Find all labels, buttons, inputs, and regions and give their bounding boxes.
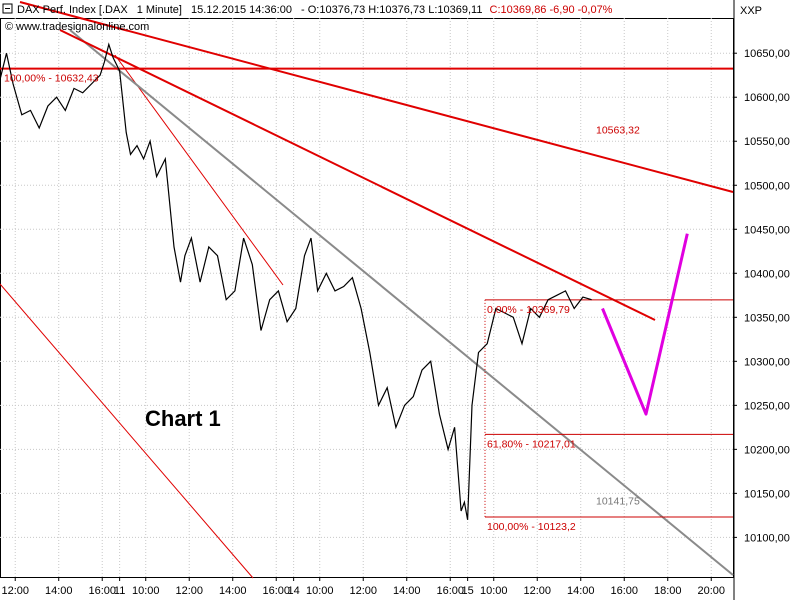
fibonacci-levels[interactable] — [0, 67, 733, 518]
price-axis[interactable]: 10650,00 10600,00 10550,00 10500,00 10450,00… — [733, 48, 790, 544]
grey-downtrend-line[interactable] — [69, 29, 734, 576]
label-61-8: 61,80% - 10217,01 — [487, 438, 576, 450]
x-tick-label: 14:00 — [219, 585, 247, 597]
steep-resistance-trendline[interactable] — [114, 54, 284, 286]
x-tick-label: 12:00 — [1, 585, 29, 597]
y-tick-label: 10350,00 — [744, 312, 790, 324]
trendline-drawings[interactable] — [0, 1, 734, 579]
x-tick-label: 12:00 — [175, 585, 203, 597]
x-tick-label: 14:00 — [45, 585, 73, 597]
y-tick-label: 10600,00 — [744, 92, 790, 104]
y-tick-label: 10650,00 — [744, 48, 790, 60]
x-tick-label: 14:00 — [567, 585, 595, 597]
instrument-name: DAX Perf. Index [.DAX — [17, 4, 128, 16]
y-tick-label: 10550,00 — [744, 136, 790, 148]
y-tick-label: 10100,00 — [744, 532, 790, 544]
svg-text:DAX Perf. Index [.DAX 1: DAX Perf. Index [.DAX 1 Minute] 15.12.20… — [17, 4, 613, 16]
y-tick-label: 10250,00 — [744, 400, 790, 412]
price-series-line — [0, 42, 592, 520]
y-tick-label: 10500,00 — [744, 180, 790, 192]
upper-channel-trendline[interactable] — [19, 1, 734, 193]
y-tick-label: 10150,00 — [744, 488, 790, 500]
x-tick-label: 14:00 — [393, 585, 421, 597]
x-tick-label: 12:00 — [349, 585, 377, 597]
label-grey-trendline-value: 10141,75 — [596, 496, 640, 508]
middle-resistance-trendline[interactable] — [59, 29, 656, 321]
chart-title: Chart 1 — [145, 406, 221, 431]
y-tick-label: 10400,00 — [744, 268, 790, 280]
label-upper-trendline-value: 10563,32 — [596, 125, 640, 137]
x-tick-label: 10:00 — [132, 585, 160, 597]
header-datetime: 15.12.2015 14:36:00 — [191, 4, 292, 16]
y-tick-label: 10200,00 — [744, 444, 790, 456]
y-tick-label: 10300,00 — [744, 356, 790, 368]
x-tick-label: 16:00 — [88, 585, 116, 597]
x-tick-label: 20:00 — [697, 585, 725, 597]
copyright-symbol-icon: © — [5, 21, 13, 33]
label-0: 0,00% - 10369,79 — [487, 304, 570, 316]
x-day-label: 15 — [462, 585, 474, 597]
close-change-values: C:10369,86 -6,90 -0,07% — [490, 4, 613, 16]
x-day-label: 11 — [114, 585, 125, 597]
x-tick-label: 12:00 — [523, 585, 551, 597]
price-axis-unit: XXP — [740, 5, 762, 17]
vertical-gridlines — [14, 18, 712, 577]
label-100-upper: 100,00% - 10632,43 — [4, 73, 99, 85]
lower-channel-trendline[interactable] — [0, 283, 254, 579]
x-tick-label: 10:00 — [480, 585, 508, 597]
chart-header: DAX Perf. Index [.DAX 1 Minute] 15.12.20… — [2, 3, 762, 33]
x-tick-label: 18:00 — [654, 585, 682, 597]
x-tick-label: 16:00 — [436, 585, 464, 597]
x-day-label: 14 — [288, 585, 300, 597]
ohlc-values: - O:10376,73 H:10376,73 L:10369,11 — [301, 4, 482, 16]
interval-label: 1 Minute] — [137, 4, 182, 16]
x-tick-label: 16:00 — [262, 585, 290, 597]
x-tick-label: 16:00 — [610, 585, 638, 597]
level-annotations: 100,00% - 10632,43 0,00% - 10369,79 61,80%… — [4, 73, 640, 533]
y-tick-label: 10450,00 — [744, 224, 790, 236]
projection-path[interactable] — [601, 233, 689, 416]
x-tick-label: 10:00 — [306, 585, 334, 597]
website-label: www.tradesignalonline.com — [15, 21, 149, 33]
label-100-lower: 100,00% - 10123,2 — [487, 521, 576, 533]
